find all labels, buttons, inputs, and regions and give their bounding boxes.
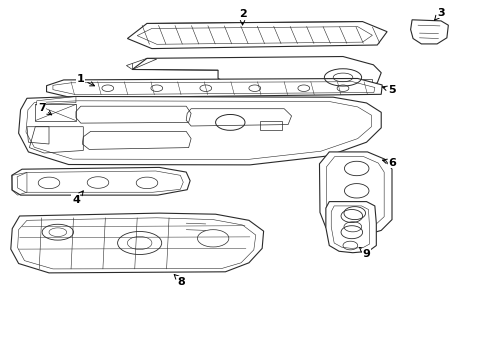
Polygon shape (326, 202, 376, 253)
Text: 3: 3 (435, 8, 445, 20)
Text: 1: 1 (77, 74, 95, 86)
Text: 4: 4 (72, 191, 83, 205)
Text: 6: 6 (383, 158, 396, 168)
Text: 8: 8 (174, 275, 185, 287)
Text: 7: 7 (38, 103, 51, 115)
Text: 2: 2 (239, 9, 246, 25)
Polygon shape (411, 20, 448, 44)
Polygon shape (47, 78, 382, 98)
Polygon shape (12, 167, 190, 195)
Text: 9: 9 (360, 247, 370, 259)
Polygon shape (132, 57, 381, 93)
Polygon shape (363, 79, 372, 86)
Polygon shape (11, 213, 264, 273)
Polygon shape (19, 96, 381, 165)
Polygon shape (319, 152, 392, 236)
Polygon shape (127, 22, 387, 49)
Text: 5: 5 (382, 85, 396, 95)
